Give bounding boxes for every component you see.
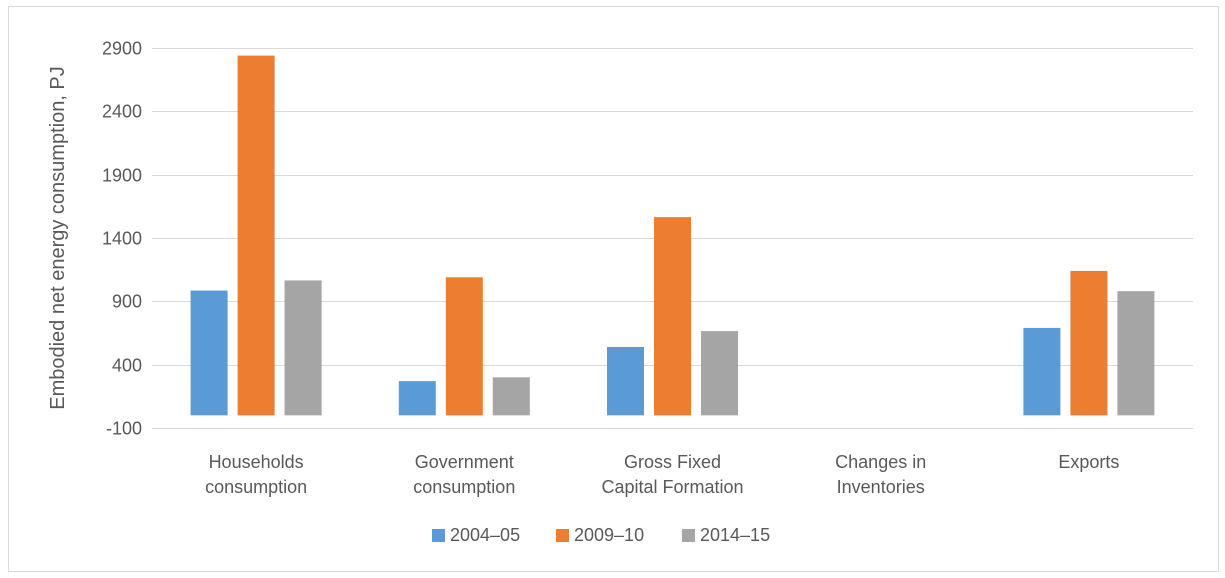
gridlines: [152, 48, 1193, 429]
x-category-label: Gross Fixed Capital Formation: [601, 452, 743, 497]
y-tick-label: -100: [106, 419, 142, 439]
legend-label: 2004–05: [450, 525, 520, 545]
bar: [1117, 291, 1155, 416]
bar: [398, 381, 436, 416]
bar: [654, 217, 691, 416]
legend-swatch: [556, 529, 569, 542]
bar: [492, 377, 530, 416]
legend-swatch: [432, 529, 445, 542]
bar: [284, 280, 322, 416]
legend-swatch: [682, 529, 695, 542]
x-category-label: Exports: [1058, 452, 1119, 472]
x-category-label: Government consumption: [413, 452, 515, 497]
bar: [607, 346, 644, 416]
bar: [1070, 270, 1108, 416]
bar: [237, 55, 275, 416]
legend-label: 2009–10: [574, 525, 644, 545]
legend-label: 2014–15: [700, 525, 770, 545]
y-axis-title: Embodied net energy consumption, PJ: [47, 66, 69, 410]
x-axis-categories: Households consumption Government consumpti…: [205, 452, 1119, 497]
bar: [1023, 327, 1061, 416]
y-tick-label: 2400: [102, 102, 142, 122]
y-axis-ticks: -100 400 900 1400 1900 2400 2900: [102, 39, 142, 439]
bar: [701, 331, 738, 416]
legend: 2004–05 2009–10 2014–15: [432, 525, 770, 545]
chart-frame: [8, 6, 1219, 572]
y-tick-label: 2900: [102, 39, 142, 59]
y-tick-label: 900: [112, 292, 142, 312]
y-tick-label: 400: [112, 356, 142, 376]
bars: [190, 55, 1155, 416]
y-tick-label: 1400: [102, 229, 142, 249]
y-tick-label: 1900: [102, 166, 142, 186]
x-category-label: Households consumption: [205, 452, 307, 497]
bar: [445, 277, 483, 416]
bar: [190, 290, 228, 416]
x-category-label: Changes in Inventories: [835, 452, 926, 497]
